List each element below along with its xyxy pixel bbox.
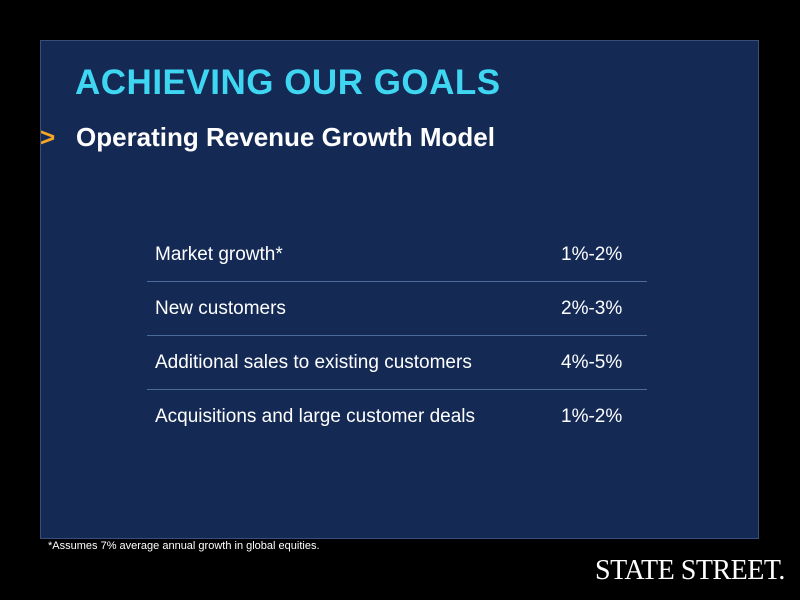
table-row: New customers 2%-3%: [147, 282, 647, 336]
table-row: Market growth* 1%-2%: [147, 228, 647, 282]
company-logo: STATE STREET.: [595, 555, 785, 586]
slide-subtitle: Operating Revenue Growth Model: [76, 122, 495, 152]
row-label: Additional sales to existing customers: [155, 351, 472, 373]
bullet-arrow-icon: >: [40, 122, 56, 152]
footnote: *Assumes 7% average annual growth in glo…: [48, 540, 320, 552]
row-value: 1%-2%: [561, 243, 623, 265]
row-label: New customers: [155, 297, 286, 319]
slide-title: ACHIEVING OUR GOALS: [75, 63, 501, 102]
row-label: Acquisitions and large customer deals: [155, 405, 476, 427]
row-value: 4%-5%: [561, 351, 623, 373]
growth-model-table: Market growth* 1%-2% New customers 2%-3%…: [147, 228, 647, 443]
row-label: Market growth*: [155, 243, 283, 265]
row-value: 2%-3%: [561, 297, 623, 319]
slide-panel: [40, 40, 759, 539]
table-row: Acquisitions and large customer deals 1%…: [147, 390, 647, 443]
table-row: Additional sales to existing customers 4…: [147, 336, 647, 390]
row-value: 1%-2%: [561, 405, 623, 427]
